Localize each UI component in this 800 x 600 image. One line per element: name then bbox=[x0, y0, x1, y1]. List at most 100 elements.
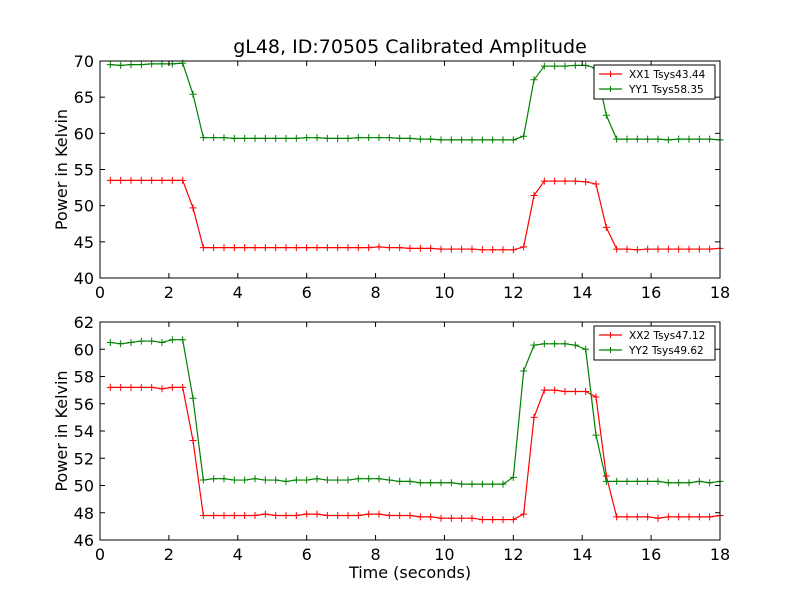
data-point bbox=[499, 136, 507, 144]
data-point bbox=[499, 480, 507, 488]
data-point bbox=[127, 383, 135, 391]
legend-box bbox=[593, 325, 716, 361]
data-point bbox=[695, 135, 703, 143]
data-point bbox=[582, 387, 590, 395]
data-point bbox=[323, 511, 331, 519]
data-point bbox=[613, 477, 621, 485]
data-point bbox=[571, 177, 579, 185]
data-point bbox=[323, 476, 331, 484]
data-point bbox=[117, 176, 125, 184]
data-point bbox=[396, 134, 404, 142]
data-point bbox=[706, 513, 714, 521]
y-tick-label: 60 bbox=[74, 340, 94, 359]
x-tick-label: 16 bbox=[641, 545, 661, 564]
data-point bbox=[189, 437, 197, 445]
data-point bbox=[613, 135, 621, 143]
data-point bbox=[540, 340, 548, 348]
data-point bbox=[592, 431, 600, 439]
x-tick-label: 4 bbox=[233, 545, 243, 564]
data-point bbox=[210, 134, 218, 142]
data-point bbox=[189, 204, 197, 212]
data-point bbox=[478, 516, 486, 524]
data-point bbox=[582, 345, 590, 353]
data-point bbox=[292, 511, 300, 519]
data-point bbox=[613, 513, 621, 521]
data-point bbox=[447, 514, 455, 522]
data-point bbox=[571, 341, 579, 349]
data-point bbox=[106, 61, 114, 69]
data-point bbox=[509, 246, 517, 254]
data-point bbox=[396, 244, 404, 252]
x-tick-label: 0 bbox=[95, 283, 105, 302]
x-tick-label: 18 bbox=[710, 545, 730, 564]
data-point bbox=[540, 177, 548, 185]
data-point bbox=[520, 243, 528, 251]
data-point bbox=[489, 480, 497, 488]
data-point bbox=[458, 245, 466, 253]
data-point bbox=[158, 385, 166, 393]
data-point bbox=[623, 135, 631, 143]
x-tick-label: 10 bbox=[434, 545, 454, 564]
data-point bbox=[582, 178, 590, 186]
data-point bbox=[127, 176, 135, 184]
x-tick-label: 2 bbox=[164, 545, 174, 564]
data-point bbox=[561, 340, 569, 348]
legend-entry: XX1 Tsys43.44 bbox=[629, 69, 706, 81]
data-point bbox=[468, 514, 476, 522]
data-point bbox=[695, 245, 703, 253]
data-point bbox=[303, 510, 311, 518]
data-point bbox=[261, 510, 269, 518]
data-point bbox=[561, 387, 569, 395]
data-point bbox=[613, 245, 621, 253]
data-point bbox=[272, 511, 280, 519]
series-xx2 bbox=[106, 383, 724, 524]
x-tick-label: 14 bbox=[572, 545, 592, 564]
data-point bbox=[633, 513, 641, 521]
data-point bbox=[427, 244, 435, 252]
data-point bbox=[561, 177, 569, 185]
data-point bbox=[447, 136, 455, 144]
data-point bbox=[530, 192, 538, 200]
data-point bbox=[282, 244, 290, 252]
data-point bbox=[272, 476, 280, 484]
data-point bbox=[685, 135, 693, 143]
data-point bbox=[416, 479, 424, 487]
data-point bbox=[478, 136, 486, 144]
data-point bbox=[137, 176, 145, 184]
y-tick-label: 65 bbox=[74, 88, 94, 107]
data-point bbox=[654, 245, 662, 253]
data-point bbox=[261, 134, 269, 142]
y-tick-label: 50 bbox=[74, 197, 94, 216]
data-point bbox=[334, 244, 342, 252]
series-yy1 bbox=[106, 59, 724, 144]
series-line bbox=[110, 386, 721, 521]
y-tick-label: 46 bbox=[74, 531, 94, 550]
data-point bbox=[137, 61, 145, 69]
data-point bbox=[695, 513, 703, 521]
series-line bbox=[110, 339, 721, 485]
data-point bbox=[520, 132, 528, 140]
data-point bbox=[530, 76, 538, 84]
legend: XX1 Tsys43.44 YY1 Tsys58.35 bbox=[593, 64, 716, 100]
data-point bbox=[241, 511, 249, 519]
data-point bbox=[478, 480, 486, 488]
data-point bbox=[416, 135, 424, 143]
data-point bbox=[292, 244, 300, 252]
data-point bbox=[106, 176, 114, 184]
data-point bbox=[168, 383, 176, 391]
data-point bbox=[251, 244, 259, 252]
data-point bbox=[695, 477, 703, 485]
data-point bbox=[499, 516, 507, 524]
data-point bbox=[106, 338, 114, 346]
data-point bbox=[561, 62, 569, 70]
data-point bbox=[592, 180, 600, 188]
data-point bbox=[313, 134, 321, 142]
data-point bbox=[468, 480, 476, 488]
data-point bbox=[220, 244, 228, 252]
data-point bbox=[644, 513, 652, 521]
y-tick-label: 60 bbox=[74, 124, 94, 143]
data-point bbox=[199, 134, 207, 142]
x-tick-label: 12 bbox=[503, 545, 523, 564]
data-point bbox=[509, 473, 517, 481]
